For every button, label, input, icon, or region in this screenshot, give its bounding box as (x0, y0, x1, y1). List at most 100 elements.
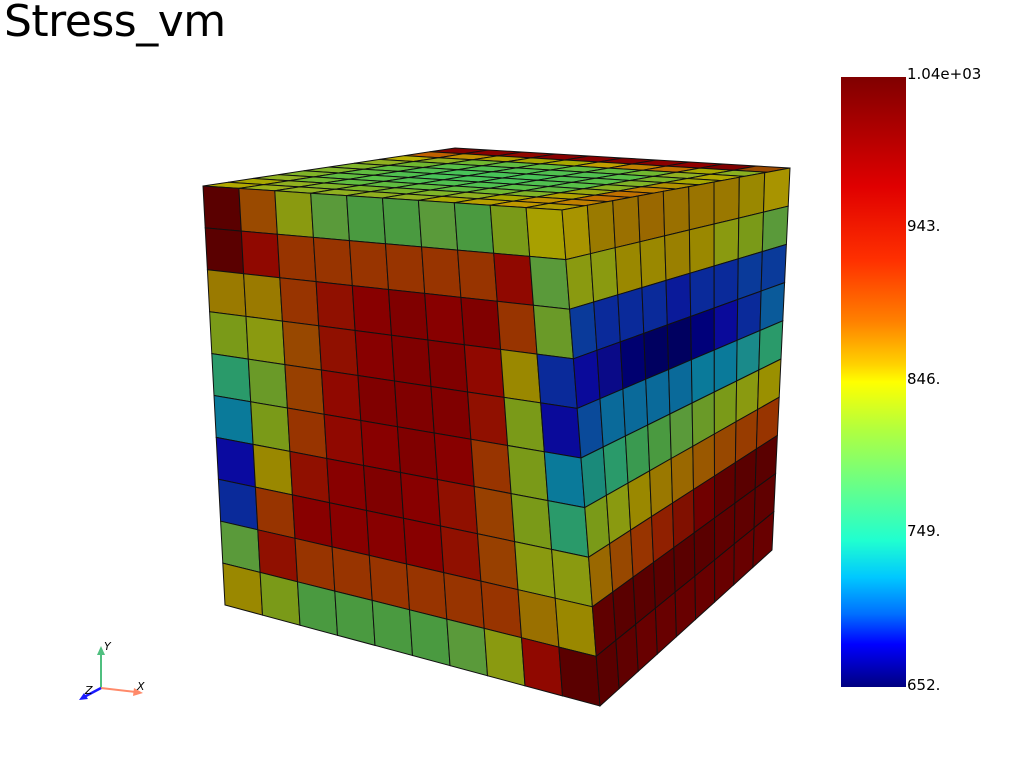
mesh-cell-front (510, 492, 553, 551)
mesh-cell-right (565, 253, 595, 310)
colorbar-label-q1: 749. (907, 522, 941, 540)
mesh-cell-front (206, 269, 247, 317)
mesh-cell-front (238, 187, 278, 235)
orientation-axes-widget: Y X Z (70, 636, 160, 706)
y-axis-label: Y (104, 640, 111, 653)
mesh-cell-right (664, 229, 691, 282)
mesh-cell-front (286, 407, 328, 460)
mesh-cell-front (274, 190, 314, 238)
mesh-cell-front (496, 300, 538, 355)
mesh-cell-front (204, 227, 245, 275)
mesh-cell-front (363, 464, 405, 519)
mesh-cell-front (525, 207, 567, 261)
mesh-cell-right (561, 204, 592, 261)
mesh-cell-right (641, 279, 668, 335)
plot-title: Stress_vm (4, 0, 226, 47)
mesh-cell-right (762, 167, 791, 213)
mesh-cell-front (500, 348, 542, 404)
mesh-cell-front (540, 402, 582, 459)
mesh-cell-right (572, 349, 601, 410)
mesh-cell-front (467, 391, 509, 447)
mesh-cell-front (276, 233, 317, 283)
x-axis-arrow-icon (100, 687, 143, 696)
mesh-cell-front (346, 195, 387, 245)
mesh-cell-front (284, 364, 325, 415)
mesh-cell-front (323, 413, 365, 467)
z-axis-arrow-icon (79, 686, 102, 700)
mesh-cell-front (326, 457, 368, 512)
mesh-cell-right (617, 286, 645, 343)
x-axis-label: X (137, 680, 145, 693)
mesh-cell-front (558, 646, 601, 707)
mesh-cell-right (593, 294, 621, 351)
mesh-cell-front (421, 246, 462, 298)
mesh-cell-front (381, 197, 423, 248)
mesh-cell-front (551, 548, 593, 608)
mesh-cell-front (460, 296, 502, 350)
mesh-cell-front (489, 204, 531, 257)
mesh-cell-front (532, 304, 574, 360)
mesh-cell-front (393, 380, 435, 434)
mesh-cell-front (211, 353, 252, 403)
mesh-cell-front (396, 426, 438, 481)
mesh-cell-right (614, 241, 643, 296)
mesh-cell-front (430, 385, 472, 440)
mesh-cell-right (752, 510, 775, 569)
mesh-cell-front (543, 451, 586, 509)
mesh-cell-front (320, 369, 362, 422)
mesh-cell-right (637, 190, 666, 243)
mesh-cell-front (457, 249, 498, 302)
mesh-cell-front (296, 581, 339, 636)
mesh-cell-front (427, 339, 469, 393)
mesh-cell-right (688, 223, 715, 274)
mesh-cell-front (209, 311, 249, 360)
mesh-cell-right (569, 301, 598, 360)
mesh-cell-front (252, 443, 293, 496)
mesh-cell-front (483, 627, 526, 687)
mesh-cell-right (665, 272, 692, 326)
mesh-cell-front (348, 240, 390, 291)
mesh-cell-right (713, 217, 740, 267)
mesh-cell-front (453, 202, 495, 254)
mesh-cell-front (503, 396, 545, 453)
mesh-cell-front (384, 243, 426, 294)
mesh-cell-right (713, 176, 740, 225)
mesh-cell-front (357, 374, 399, 428)
mesh-cell-front (507, 444, 549, 502)
mesh-cell-front (371, 599, 414, 657)
mesh-cell-front (493, 252, 534, 306)
mesh-cell-front (408, 609, 451, 667)
mesh-cell-front (433, 432, 475, 488)
mesh-cell-front (354, 329, 396, 382)
mesh-cell-right (586, 200, 616, 255)
mesh-cell-front (289, 450, 331, 504)
mesh-cell-front (529, 255, 571, 310)
z-axis-label: Z (85, 684, 93, 697)
mesh-cell-front (247, 358, 288, 409)
mesh-cell-front (243, 273, 283, 322)
mesh-cell-right (737, 211, 765, 260)
mesh-cell-right (639, 235, 667, 289)
cube-front-face (202, 185, 601, 707)
colorbar-label-max: 1.04e+03 (907, 65, 982, 83)
mesh-cell-front (318, 325, 359, 377)
mesh-cell-front (279, 277, 320, 327)
mesh-cell-front (514, 540, 556, 599)
mesh-cell-front (473, 485, 516, 543)
mesh-cell-front (312, 236, 353, 287)
mesh-cell-front (470, 438, 512, 495)
y-axis-arrow-icon (97, 646, 105, 688)
mesh-cell-front (436, 478, 479, 535)
mesh-cell-front (315, 281, 356, 332)
mesh-cell-front (463, 344, 505, 398)
mesh-cell-front (446, 618, 489, 677)
colorbar-label-min: 652. (907, 676, 941, 694)
mesh-cell-front (281, 320, 322, 371)
mesh-cell-front (310, 192, 350, 242)
mesh-cell-front (399, 471, 442, 527)
mesh-cell-front (360, 419, 402, 474)
cube-right-face (561, 167, 791, 708)
mesh-cell-front (547, 499, 590, 558)
mesh-cell-front (387, 288, 429, 341)
